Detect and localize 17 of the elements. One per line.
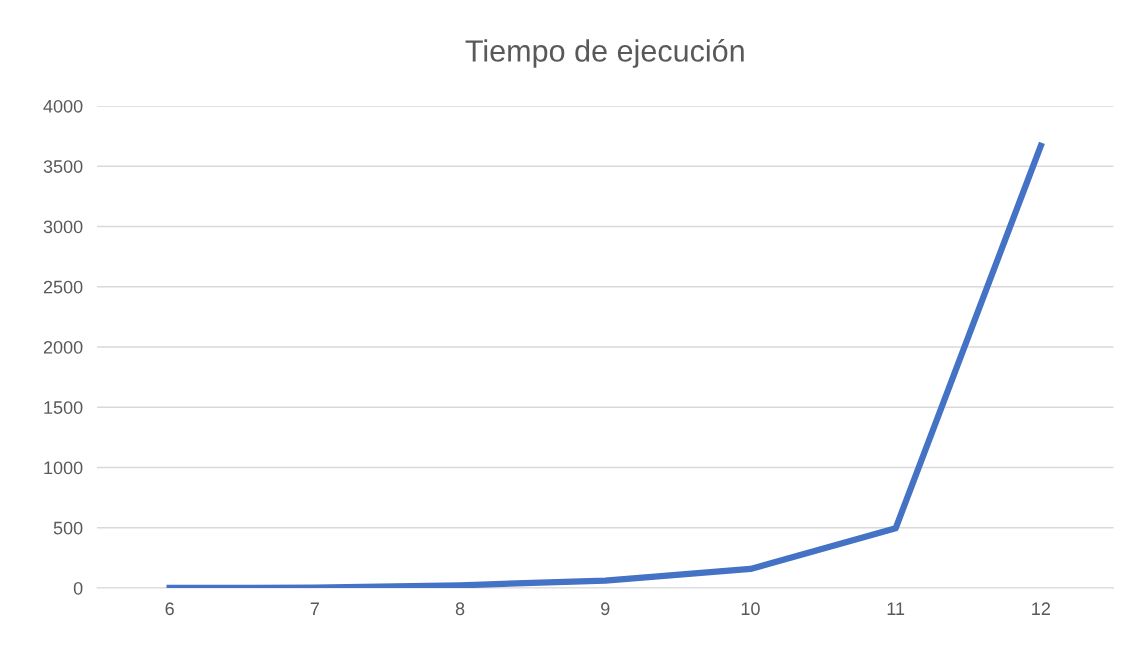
y-tick-label: 3000 (43, 220, 83, 234)
y-tick-label: 1500 (44, 401, 83, 414)
y-tick-label: 3500 (43, 160, 83, 173)
y-tick-label: 2500 (43, 280, 83, 294)
y-tick-label: 4000 (43, 99, 83, 113)
x-tick-label: 11 (887, 602, 905, 615)
x-tick-label: 12 (1032, 602, 1050, 615)
x-tick-label: 7 (310, 602, 319, 615)
x-tick-label: 10 (741, 602, 760, 616)
chart-title: Tiempo de ejecución (465, 39, 744, 68)
y-tick-label: 0 (73, 581, 83, 595)
x-tick-label: 6 (165, 602, 174, 616)
y-tick-label: 1000 (44, 461, 83, 475)
y-tick-label: 2000 (43, 340, 83, 354)
x-tick-label: 9 (601, 602, 610, 616)
y-tick-label: 500 (53, 521, 83, 535)
x-tick-label: 8 (455, 602, 465, 616)
